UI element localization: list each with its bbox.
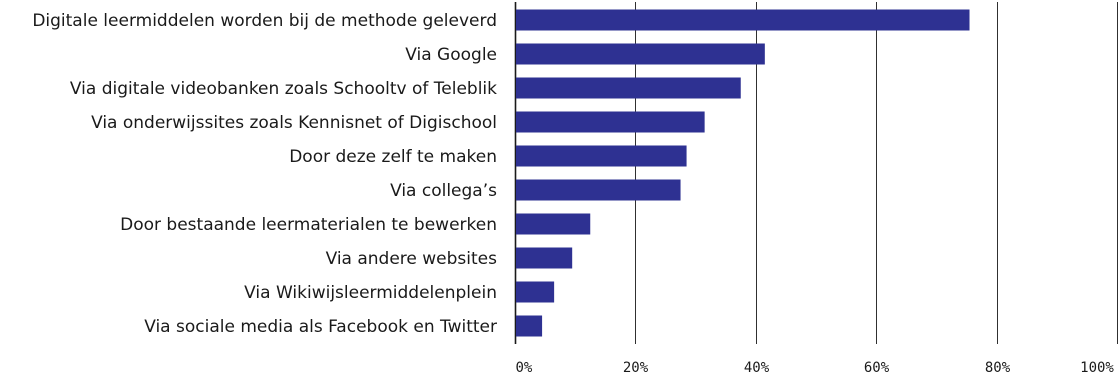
x-tick-label: 100% <box>1080 360 1114 376</box>
x-tick-label: 0% <box>516 360 533 376</box>
tick-label-layer: 0% 20% 40% 60% 80% 100% <box>516 360 1115 376</box>
x-tick-label: 80% <box>985 360 1011 376</box>
x-tick-label: 40% <box>744 360 770 376</box>
bar <box>516 145 687 167</box>
bar <box>516 315 543 337</box>
bar <box>516 9 970 31</box>
bar <box>516 179 681 201</box>
bar <box>516 247 573 269</box>
bar-layer <box>516 9 970 337</box>
x-tick-label: 60% <box>864 360 890 376</box>
bar <box>516 77 741 99</box>
category-label: Digitale leermiddelen worden bij de meth… <box>32 11 497 31</box>
category-label: Door deze zelf te maken <box>289 147 497 167</box>
category-label: Via digitale videobanken zoals Schooltv … <box>70 79 497 99</box>
category-label: Via onderwijssites zoals Kennisnet of Di… <box>91 113 497 133</box>
category-label: Via Google <box>405 45 497 65</box>
category-label: Via andere websites <box>326 249 498 269</box>
category-label: Via Wikiwijsleermiddelenplein <box>244 283 497 303</box>
x-tick-label: 20% <box>623 360 649 376</box>
category-label: Via collega’s <box>390 181 497 201</box>
bar <box>516 281 555 303</box>
category-label: Door bestaande leermaterialen te bewerke… <box>120 215 497 235</box>
bar <box>516 213 591 235</box>
category-label: Via sociale media als Facebook en Twitte… <box>144 317 497 337</box>
bar <box>516 43 765 65</box>
category-label-layer: Digitale leermiddelen worden bij de meth… <box>32 11 497 337</box>
bar <box>516 111 705 133</box>
